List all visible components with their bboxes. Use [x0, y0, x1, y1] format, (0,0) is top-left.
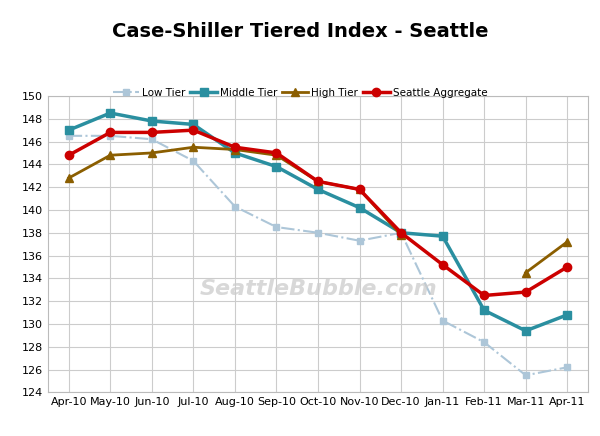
Seattle Aggregate [148, 130, 155, 135]
Low Tier [314, 230, 322, 235]
High Tier [148, 150, 155, 156]
Line: Seattle Aggregate: Seattle Aggregate [65, 126, 571, 300]
Middle Tier [148, 119, 155, 124]
Seattle Aggregate [190, 127, 197, 133]
High Tier [314, 179, 322, 184]
Middle Tier [356, 205, 363, 210]
High Tier [107, 153, 114, 158]
Low Tier [107, 133, 114, 139]
High Tier [190, 145, 197, 150]
Middle Tier [273, 164, 280, 169]
Low Tier [273, 225, 280, 230]
Low Tier [65, 133, 73, 139]
Text: SeattleBubble.com: SeattleBubble.com [199, 279, 437, 299]
Seattle Aggregate [563, 264, 571, 269]
Middle Tier [481, 308, 488, 313]
Low Tier [563, 364, 571, 370]
Low Tier [481, 340, 488, 345]
Seattle Aggregate [522, 290, 529, 295]
Low Tier [522, 373, 529, 378]
Middle Tier [232, 150, 239, 156]
Text: Case-Shiller Tiered Index - Seattle: Case-Shiller Tiered Index - Seattle [112, 22, 488, 41]
Legend: Low Tier, Middle Tier, High Tier, Seattle Aggregate: Low Tier, Middle Tier, High Tier, Seattl… [109, 84, 491, 102]
Low Tier [397, 230, 404, 235]
Middle Tier [314, 187, 322, 192]
Seattle Aggregate [314, 179, 322, 184]
High Tier [356, 187, 363, 192]
Low Tier [356, 238, 363, 243]
High Tier [397, 232, 404, 238]
Seattle Aggregate [439, 262, 446, 267]
Seattle Aggregate [65, 153, 73, 158]
Seattle Aggregate [273, 150, 280, 156]
Line: Middle Tier: Middle Tier [65, 109, 571, 335]
Low Tier [232, 204, 239, 209]
Low Tier [148, 136, 155, 142]
High Tier [65, 175, 73, 181]
Seattle Aggregate [397, 230, 404, 235]
Middle Tier [522, 328, 529, 334]
High Tier [232, 147, 239, 152]
Middle Tier [397, 230, 404, 235]
Low Tier [439, 318, 446, 323]
Low Tier [190, 158, 197, 164]
High Tier [273, 153, 280, 158]
Seattle Aggregate [232, 145, 239, 150]
Middle Tier [65, 127, 73, 133]
Middle Tier [563, 312, 571, 317]
Line: High Tier: High Tier [65, 143, 405, 239]
Middle Tier [107, 110, 114, 116]
Seattle Aggregate [481, 293, 488, 298]
Seattle Aggregate [356, 187, 363, 192]
Line: Low Tier: Low Tier [66, 133, 570, 378]
Middle Tier [439, 234, 446, 239]
Middle Tier [190, 122, 197, 127]
Seattle Aggregate [107, 130, 114, 135]
